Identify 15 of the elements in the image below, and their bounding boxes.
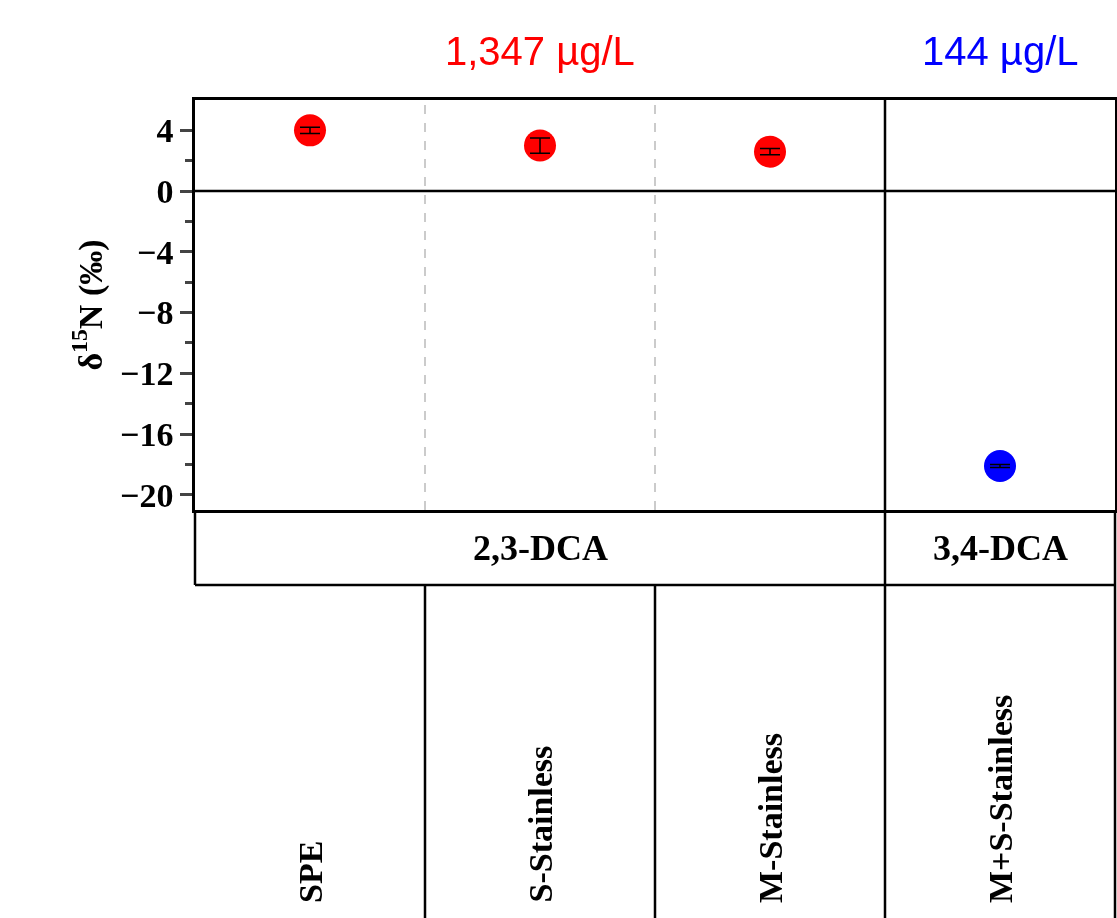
- x-tick-label: M-Stainless: [752, 733, 789, 903]
- y-tick-label: 0: [156, 173, 174, 211]
- y-tick-label: −12: [120, 355, 174, 393]
- y-tick-label: −4: [137, 233, 174, 271]
- text: 3,4-DCA: [933, 528, 1068, 568]
- text: 2,3-DCA: [473, 528, 608, 568]
- text: 144 µg/L: [922, 29, 1079, 73]
- x-tick-label: M+S-Stainless: [982, 694, 1019, 903]
- y-tick-label: 4: [156, 112, 174, 150]
- x-tick-label: S-Stainless: [521, 745, 559, 903]
- x-tick-label: SPE: [292, 840, 329, 903]
- y-tick-label: −16: [120, 415, 174, 453]
- y-tick-label: −8: [137, 294, 174, 332]
- text: 1,347 µg/L: [445, 29, 635, 73]
- y-tick-label: −20: [120, 476, 174, 514]
